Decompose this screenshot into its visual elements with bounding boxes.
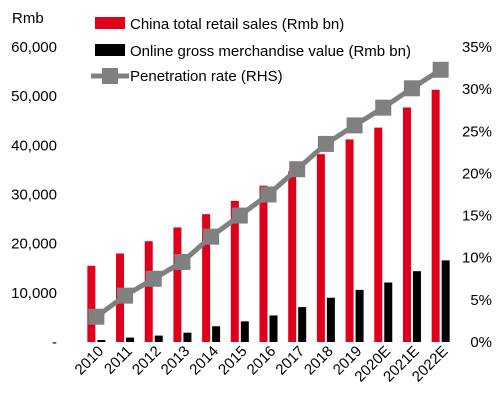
retail-sales-bar	[288, 171, 297, 342]
left-tick-label: 30,000	[11, 187, 57, 204]
legend-label: Penetration rate (RHS)	[130, 68, 283, 85]
x-tick-label: 2012	[129, 343, 165, 379]
x-axis-ticks: 2010201120122013201420152016201720182019…	[72, 343, 452, 386]
left-axis-ticks: - 10,000 20,000 30,000 40,000 50,000 60,000	[11, 39, 57, 351]
x-tick-label: 2010	[72, 343, 108, 379]
retail-sales-bar	[431, 89, 440, 343]
online-gmv-bar	[412, 271, 421, 342]
right-tick-label: 20%	[462, 165, 492, 182]
legend-swatch	[95, 44, 125, 56]
right-tick-label: 15%	[462, 208, 492, 225]
legend-label: Online gross merchandise value (Rmb bn)	[130, 43, 411, 60]
online-gmv-bar	[183, 332, 192, 342]
x-tick-label: 2011	[101, 343, 136, 378]
retail-sales-bar	[316, 154, 325, 342]
right-tick-label: 35%	[462, 39, 492, 56]
penetration-marker	[117, 287, 134, 304]
x-tick-label: 2018	[301, 343, 337, 379]
legend-label: China total retail sales (Rmb bn)	[130, 16, 344, 33]
online-gmv-bar	[355, 289, 364, 342]
right-tick-label: 25%	[462, 123, 492, 140]
retail-sales-bar	[374, 127, 383, 342]
penetration-marker	[145, 270, 162, 287]
legend: China total retail sales (Rmb bn) Online …	[91, 16, 411, 85]
online-gmv-bar	[212, 326, 221, 342]
retail-sales-bar	[173, 227, 182, 342]
penetration-marker	[260, 186, 277, 203]
x-tick-label: 2014	[186, 343, 222, 379]
online-gmv-bar	[269, 315, 278, 342]
online-gmv-bar	[298, 307, 307, 342]
left-tick-label: 10,000	[11, 285, 57, 302]
penetration-marker	[375, 99, 392, 116]
retail-sales-bar	[402, 107, 411, 342]
online-gmv-bar	[126, 337, 135, 342]
left-tick-label: 40,000	[11, 137, 57, 154]
online-gmv-bar	[97, 340, 106, 342]
retail-sales-bar	[87, 265, 96, 342]
penetration-marker	[203, 228, 220, 245]
right-tick-label: 30%	[462, 81, 492, 98]
penetration-marker	[174, 253, 191, 270]
left-tick-label: 50,000	[11, 88, 57, 105]
right-tick-label: 5%	[470, 292, 492, 309]
penetration-marker	[289, 161, 306, 178]
online-gmv-bar	[326, 297, 335, 342]
right-tick-label: 10%	[462, 250, 492, 267]
right-axis-ticks: 0% 5% 10% 15% 20% 25% 30% 35%	[462, 39, 492, 351]
retail-sales-bar	[345, 139, 354, 342]
x-tick-label: 2015	[215, 343, 251, 379]
retail-sales-bar	[230, 200, 239, 342]
penetration-marker	[88, 308, 105, 325]
legend-swatch-marker	[102, 68, 118, 84]
online-gmv-bar	[154, 335, 163, 342]
left-tick-label: -	[52, 334, 57, 351]
retail-sales-bar	[202, 214, 211, 342]
online-gmv-bar	[384, 282, 393, 342]
bar-series	[87, 89, 450, 343]
penetration-marker	[403, 80, 420, 97]
retail-sales-bar	[259, 185, 268, 342]
penetration-marker	[432, 61, 449, 78]
legend-swatch	[95, 17, 125, 29]
x-tick-label: 2013	[158, 343, 194, 379]
left-tick-label: 20,000	[11, 236, 57, 253]
left-tick-label: 60,000	[11, 39, 57, 56]
penetration-marker	[231, 207, 248, 224]
online-gmv-bar	[240, 321, 249, 342]
line-series	[88, 61, 449, 325]
penetration-marker	[346, 117, 363, 134]
x-tick-label: 2016	[244, 343, 280, 379]
right-tick-label: 0%	[470, 334, 492, 351]
online-gmv-bar	[441, 260, 450, 342]
x-tick-label: 2017	[272, 343, 308, 379]
retail-sales-bar	[144, 241, 153, 342]
penetration-marker	[317, 135, 334, 152]
y-axis-label-left: Rmb	[12, 10, 44, 27]
